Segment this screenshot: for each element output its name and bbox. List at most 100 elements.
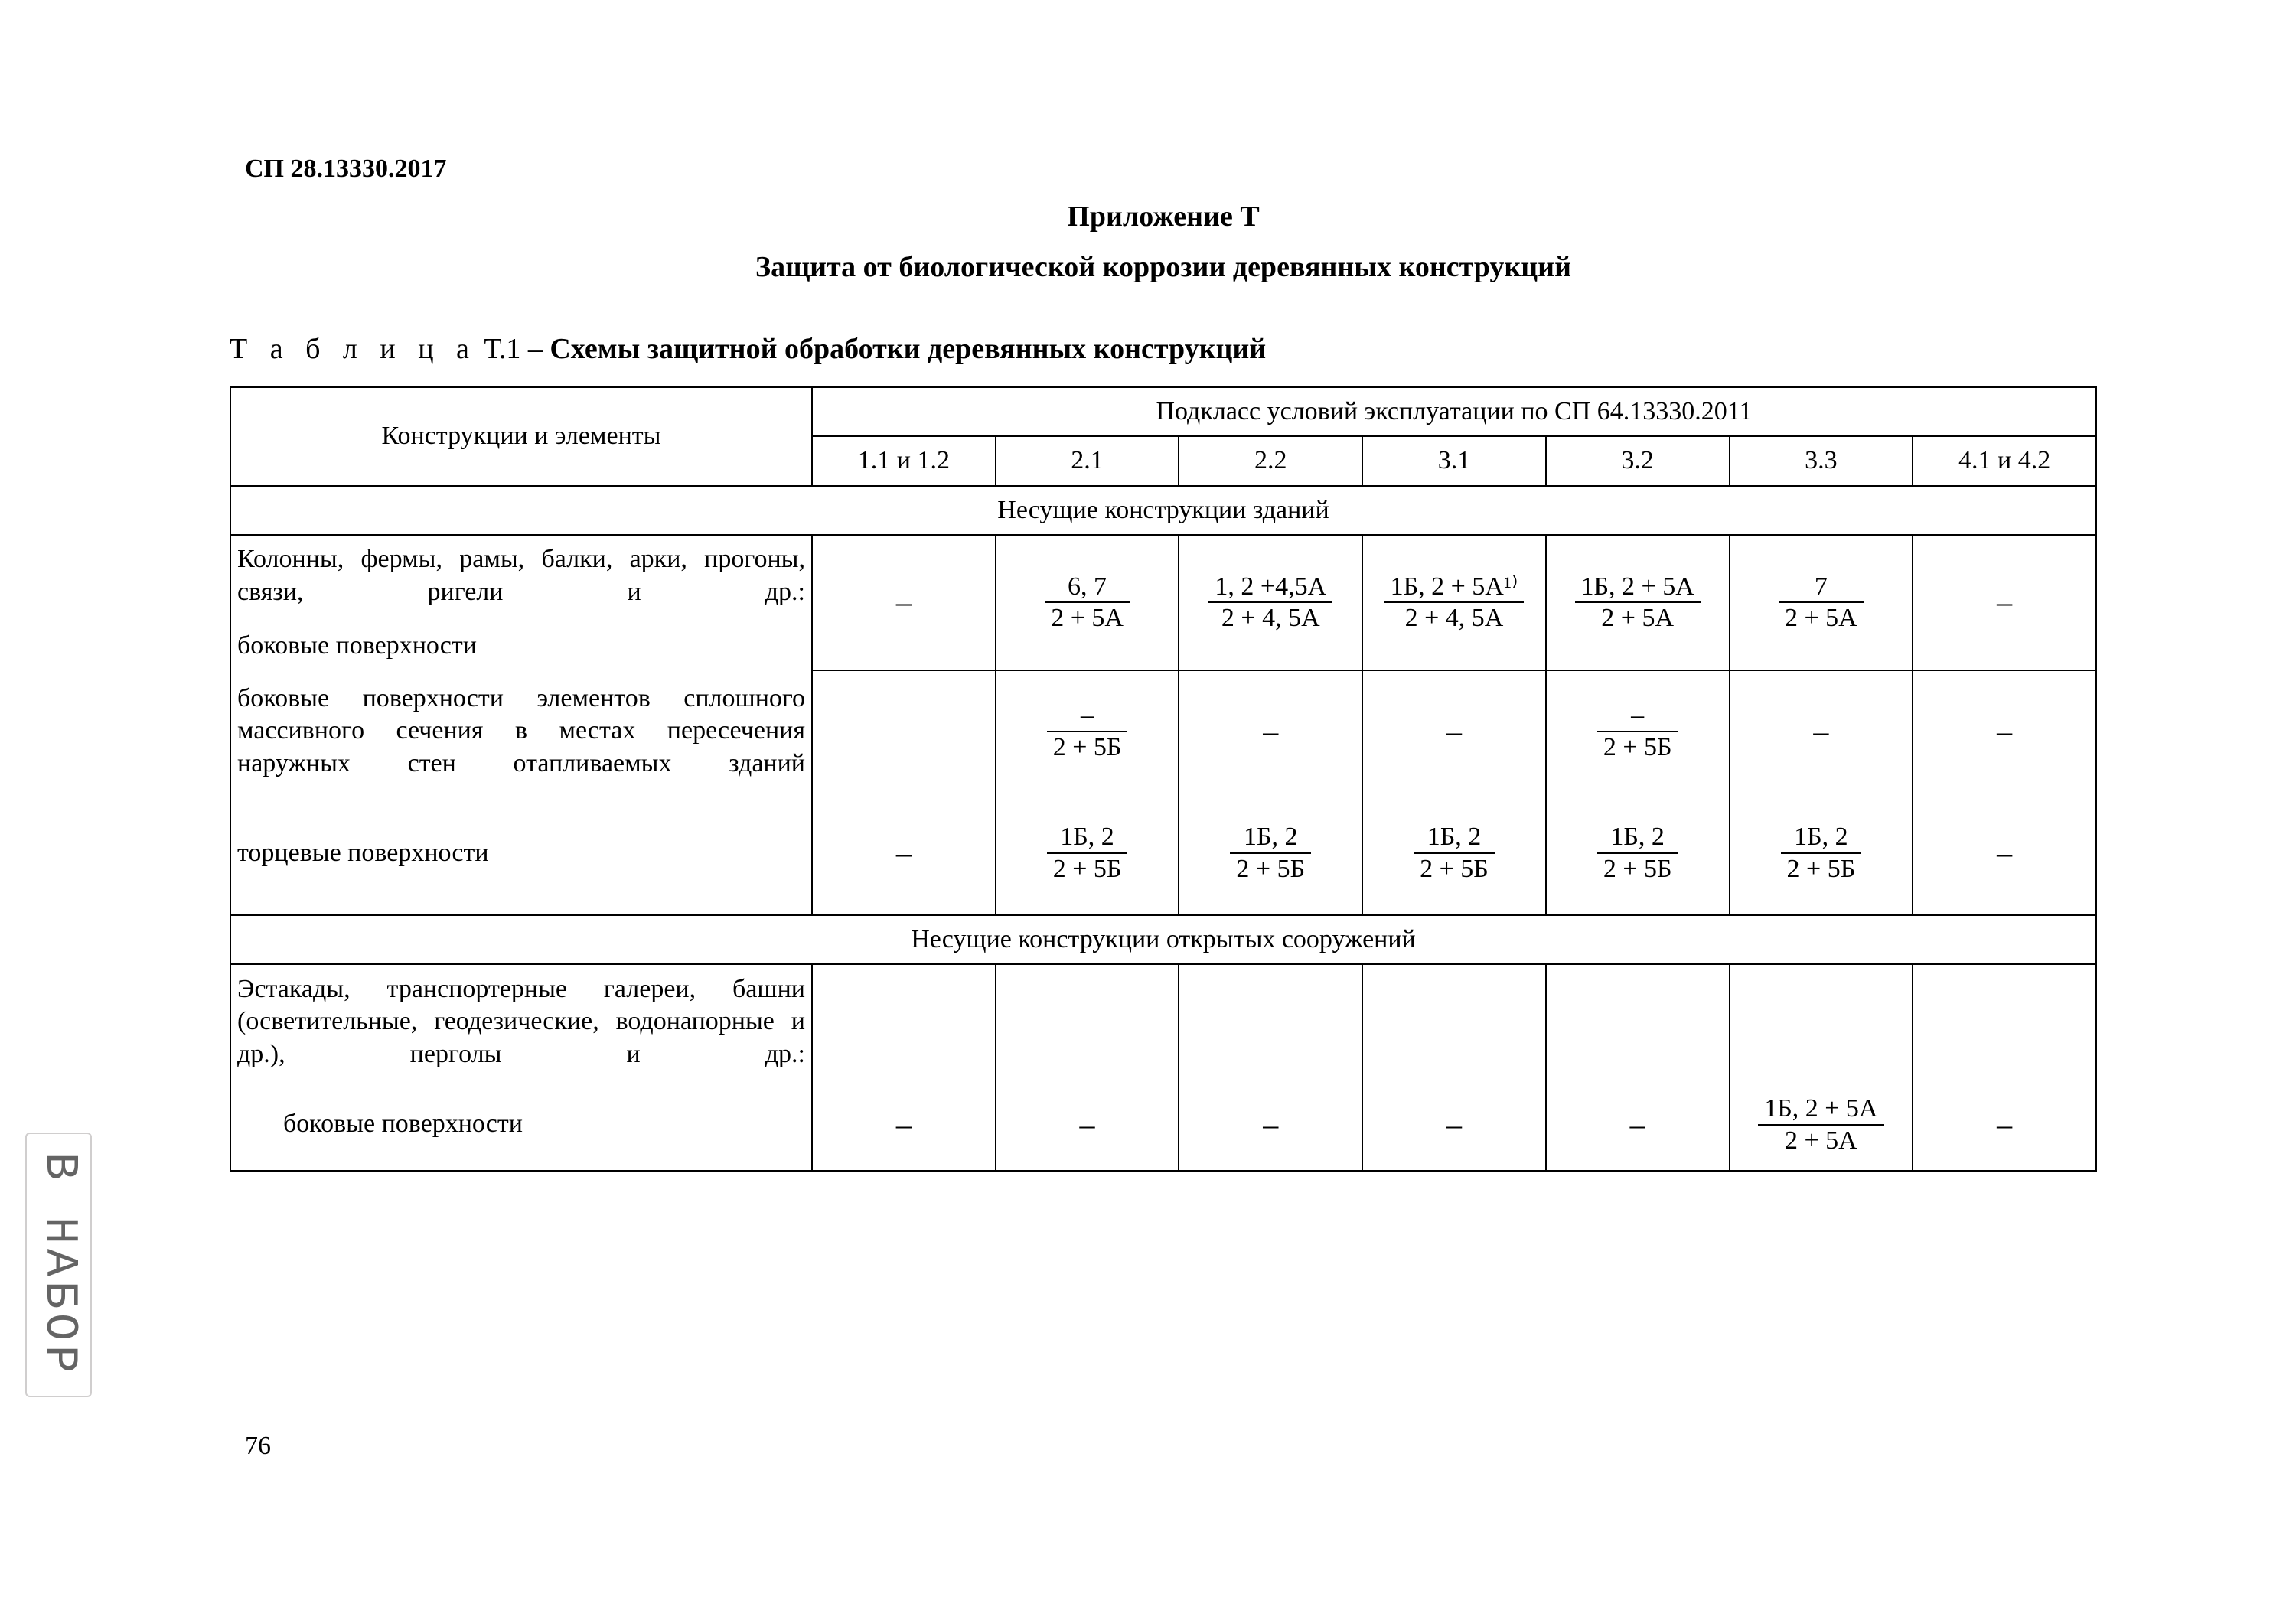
r1a-c6-num: 7 <box>1779 573 1864 604</box>
row-1c-desc: торцевые поверхности <box>230 793 812 915</box>
r1c-c4-den: 2 + 5Б <box>1414 854 1495 883</box>
row-1c: торцевые поверхности – 1Б, 22 + 5Б 1Б, 2… <box>230 793 2096 915</box>
r1a-c2-den: 2 + 5А <box>1045 603 1130 632</box>
r1c-c2-num: 1Б, 2 <box>1047 823 1128 854</box>
r2a-c4-val: – <box>1446 1107 1462 1142</box>
section-row-2: Несущие конструкции открытых сооружений <box>230 915 2096 965</box>
r2i-c3 <box>1179 964 1362 1079</box>
r1b-c4-val: – <box>1446 714 1462 748</box>
r2a-c6-den: 2 + 5А <box>1758 1126 1883 1155</box>
r1a-c6-den: 2 + 5А <box>1779 603 1864 632</box>
row-1b-desc: боковые поверхности элементов сплошного … <box>230 670 812 793</box>
r2a-c5-val: – <box>1630 1107 1645 1142</box>
r1b-c5-num: – <box>1597 702 1678 732</box>
r1b-c6-val: – <box>1813 714 1828 748</box>
r1a-c5-num: 1Б, 2 + 5А <box>1575 573 1701 604</box>
r1b-c1 <box>812 670 996 793</box>
r1c-c5: 1Б, 22 + 5Б <box>1546 793 1730 915</box>
r2a-c3-val: – <box>1263 1107 1278 1142</box>
r1b-c6: – <box>1730 670 1913 793</box>
watermark-stamp: В НАБОР <box>25 1133 92 1397</box>
r2i-c1 <box>812 964 996 1079</box>
header-c7: 4.1 и 4.2 <box>1913 436 2096 486</box>
r1a-c7: – <box>1913 535 2096 670</box>
r2i-c7 <box>1913 964 2096 1079</box>
r1b-c7: – <box>1913 670 2096 793</box>
row-2a-desc: боковые поверхности <box>230 1079 812 1171</box>
row-2-intro-text: Эстакады, транспортерные галереи, башни … <box>230 964 812 1079</box>
document-page: СП 28.13330.2017 Приложение Т Защита от … <box>0 0 2296 1623</box>
r1c-c1-val: – <box>896 836 912 870</box>
r1a-c4-num: 1Б, 2 + 5А¹⁾ <box>1384 573 1525 604</box>
r1c-c1: – <box>812 793 996 915</box>
r2a-c2: – <box>996 1079 1179 1171</box>
r1a-c3-den: 2 + 4, 5А <box>1208 603 1332 632</box>
r2a-c7-val: – <box>1997 1107 2012 1142</box>
r2a-c4: – <box>1362 1079 1546 1171</box>
section-row-1: Несущие конструкции зданий <box>230 486 2096 536</box>
header-c4: 3.1 <box>1362 436 1546 486</box>
r1a-c3-num: 1, 2 +4,5А <box>1208 573 1332 604</box>
row-1a-desc: боковые поверхности <box>237 630 805 663</box>
r1c-c3: 1Б, 22 + 5Б <box>1179 793 1362 915</box>
r2a-c5: – <box>1546 1079 1730 1171</box>
table-caption: Т а б л и ц а Т.1 – Схемы защитной обраб… <box>230 331 2097 368</box>
row-1-desc-group: Колонны, фермы, рамы, балки, арки, прого… <box>230 535 812 670</box>
r1a-c2-num: 6, 7 <box>1045 573 1130 604</box>
r1a-c1-val: – <box>896 585 912 619</box>
document-code: СП 28.13330.2017 <box>245 153 447 186</box>
r1c-c4-num: 1Б, 2 <box>1414 823 1495 854</box>
r1b-c5-den: 2 + 5Б <box>1597 732 1678 761</box>
r1b-c2: –2 + 5Б <box>996 670 1179 793</box>
r1b-c5: –2 + 5Б <box>1546 670 1730 793</box>
r2a-c3: – <box>1179 1079 1362 1171</box>
appendix-title: Приложение Т <box>230 199 2097 236</box>
r1a-c2: 6, 72 + 5А <box>996 535 1179 670</box>
r1c-c7-val: – <box>1997 836 2012 870</box>
r1b-c3-val: – <box>1263 714 1278 748</box>
header-c2: 2.1 <box>996 436 1179 486</box>
r2a-c6: 1Б, 2 + 5А2 + 5А <box>1730 1079 1913 1171</box>
r1c-c4: 1Б, 22 + 5Б <box>1362 793 1546 915</box>
section-2-title: Несущие конструкции открытых сооружений <box>230 915 2096 965</box>
appendix-subtitle: Защита от биологической коррозии деревян… <box>230 249 2097 286</box>
header-c3: 2.2 <box>1179 436 1362 486</box>
r1a-c5-den: 2 + 5А <box>1575 603 1701 632</box>
r1c-c2: 1Б, 22 + 5Б <box>996 793 1179 915</box>
row-2a: боковые поверхности – – – – – 1Б, 2 + 5А… <box>230 1079 2096 1171</box>
r1b-c4: – <box>1362 670 1546 793</box>
r2i-c2 <box>996 964 1179 1079</box>
table-title: Схемы защитной обработки деревянных конс… <box>550 333 1266 365</box>
header-c6: 3.3 <box>1730 436 1913 486</box>
r1c-c6: 1Б, 22 + 5Б <box>1730 793 1913 915</box>
r2a-c1-val: – <box>896 1107 912 1142</box>
header-c1: 1.1 и 1.2 <box>812 436 996 486</box>
r1a-c3: 1, 2 +4,5А2 + 4, 5А <box>1179 535 1362 670</box>
table-header-row-1: Конструкции и элементы Подкласс условий … <box>230 387 2096 437</box>
r1a-c5: 1Б, 2 + 5А2 + 5А <box>1546 535 1730 670</box>
r1a-c4: 1Б, 2 + 5А¹⁾2 + 4, 5А <box>1362 535 1546 670</box>
r1b-c2-num: – <box>1047 702 1128 732</box>
treatment-schemes-table: Конструкции и элементы Подкласс условий … <box>230 386 2097 1172</box>
r1b-c7-val: – <box>1997 714 2012 748</box>
r1a-c4-den: 2 + 4, 5А <box>1384 603 1525 632</box>
r1c-c3-den: 2 + 5Б <box>1230 854 1311 883</box>
r2a-c1: – <box>812 1079 996 1171</box>
table-label: Т а б л и ц а <box>230 333 477 365</box>
row-1b: боковые поверхности элементов сплошного … <box>230 670 2096 793</box>
r1a-c6: 72 + 5А <box>1730 535 1913 670</box>
r1c-c6-num: 1Б, 2 <box>1781 823 1862 854</box>
r1c-c5-den: 2 + 5Б <box>1597 854 1678 883</box>
r2i-c6 <box>1730 964 1913 1079</box>
header-c5: 3.2 <box>1546 436 1730 486</box>
r1c-c5-num: 1Б, 2 <box>1597 823 1678 854</box>
r1c-c2-den: 2 + 5Б <box>1047 854 1128 883</box>
r1b-c2-den: 2 + 5Б <box>1047 732 1128 761</box>
r1b-c3: – <box>1179 670 1362 793</box>
r1a-c1: – <box>812 535 996 670</box>
header-span: Подкласс условий эксплуатации по СП 64.1… <box>812 387 2096 437</box>
r2a-c6-num: 1Б, 2 + 5А <box>1758 1095 1883 1126</box>
r1c-c6-den: 2 + 5Б <box>1781 854 1862 883</box>
r2a-c2-val: – <box>1080 1107 1095 1142</box>
header-constructions: Конструкции и элементы <box>230 387 812 486</box>
